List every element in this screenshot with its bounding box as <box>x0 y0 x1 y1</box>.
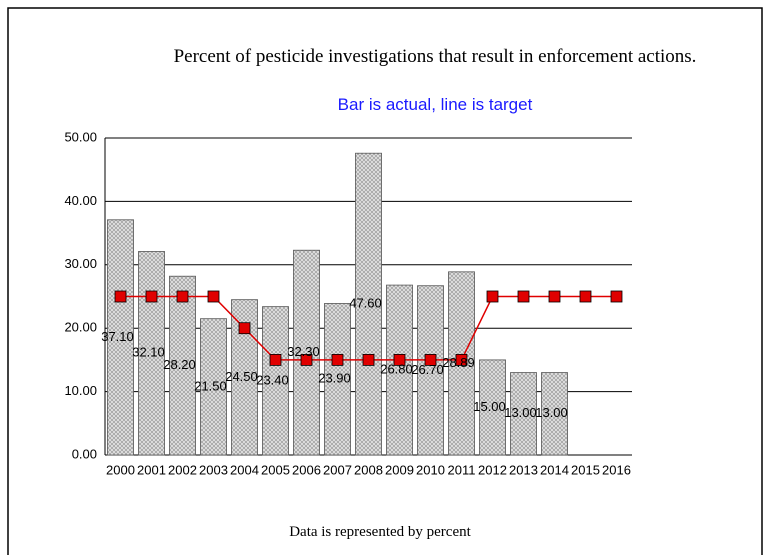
marker <box>548 290 561 303</box>
data-label: 47.60 <box>349 296 382 311</box>
x-tick-label: 2001 <box>137 462 166 477</box>
frame <box>7 7 763 555</box>
marker <box>114 290 127 303</box>
data-label: 21.50 <box>194 378 227 393</box>
bar <box>417 285 444 456</box>
x-tick-label: 2002 <box>168 462 197 477</box>
y-tick-label: 40.00 <box>64 193 97 208</box>
x-tick-label: 2012 <box>478 462 507 477</box>
marker <box>207 290 220 303</box>
x-tick-label: 2006 <box>292 462 321 477</box>
x-tick-label: 2007 <box>323 462 352 477</box>
data-label: 32.30 <box>287 344 320 359</box>
y-tick-label: 20.00 <box>64 320 97 335</box>
marker <box>610 290 623 303</box>
marker <box>517 290 530 303</box>
x-tick-label: 2008 <box>354 462 383 477</box>
chart-title: Percent of pesticide investigations that… <box>173 46 697 67</box>
data-label: 15.00 <box>473 399 506 414</box>
x-tick-label: 2003 <box>199 462 228 477</box>
marker <box>331 353 344 366</box>
y-tick-label: 30.00 <box>64 256 97 271</box>
x-tick-label: 2010 <box>416 462 445 477</box>
x-tick-label: 2014 <box>540 462 569 477</box>
y-tick-label: 10.00 <box>64 383 97 398</box>
data-label: 26.70 <box>411 362 444 377</box>
x-tick-label: 2005 <box>261 462 290 477</box>
data-label: 28.89 <box>442 355 475 370</box>
marker <box>176 290 189 303</box>
bar <box>355 152 382 456</box>
marker <box>238 322 251 335</box>
bar <box>510 372 537 456</box>
bar <box>479 359 506 456</box>
bar <box>107 219 134 456</box>
bar <box>262 306 289 456</box>
marker <box>300 353 313 366</box>
chart-footer: Data is represented by percent <box>289 524 471 540</box>
y-tick-label: 50.00 <box>64 129 97 144</box>
x-tick-label: 2016 <box>602 462 631 477</box>
bar <box>541 372 568 456</box>
marker <box>579 290 592 303</box>
data-label: 23.40 <box>256 372 289 387</box>
marker <box>393 353 406 366</box>
data-label: 37.10 <box>101 329 134 344</box>
bar <box>138 251 165 456</box>
data-label: 13.00 <box>504 405 537 420</box>
data-label: 32.10 <box>132 345 165 360</box>
marker <box>424 353 437 366</box>
x-tick-label: 2004 <box>230 462 259 477</box>
bar <box>169 275 196 456</box>
x-tick-label: 2011 <box>448 462 476 477</box>
data-label: 13.00 <box>535 405 568 420</box>
x-tick-label: 2015 <box>571 462 600 477</box>
data-label: 26.80 <box>380 361 413 376</box>
marker <box>486 290 499 303</box>
marker <box>269 353 282 366</box>
y-tick-label: 0.00 <box>72 446 97 461</box>
x-tick-label: 2009 <box>385 462 414 477</box>
bar <box>293 249 320 456</box>
bar <box>324 303 351 456</box>
marker <box>145 290 158 303</box>
data-label: 23.90 <box>318 371 351 386</box>
x-tick-label: 2013 <box>509 462 538 477</box>
bar <box>200 318 227 456</box>
chart-subtitle: Bar is actual, line is target <box>337 95 533 114</box>
marker <box>362 353 375 366</box>
data-label: 24.50 <box>225 369 258 384</box>
data-label: 28.20 <box>163 357 196 372</box>
bar <box>386 284 413 456</box>
x-tick-label: 2000 <box>106 462 135 477</box>
marker <box>455 353 468 366</box>
